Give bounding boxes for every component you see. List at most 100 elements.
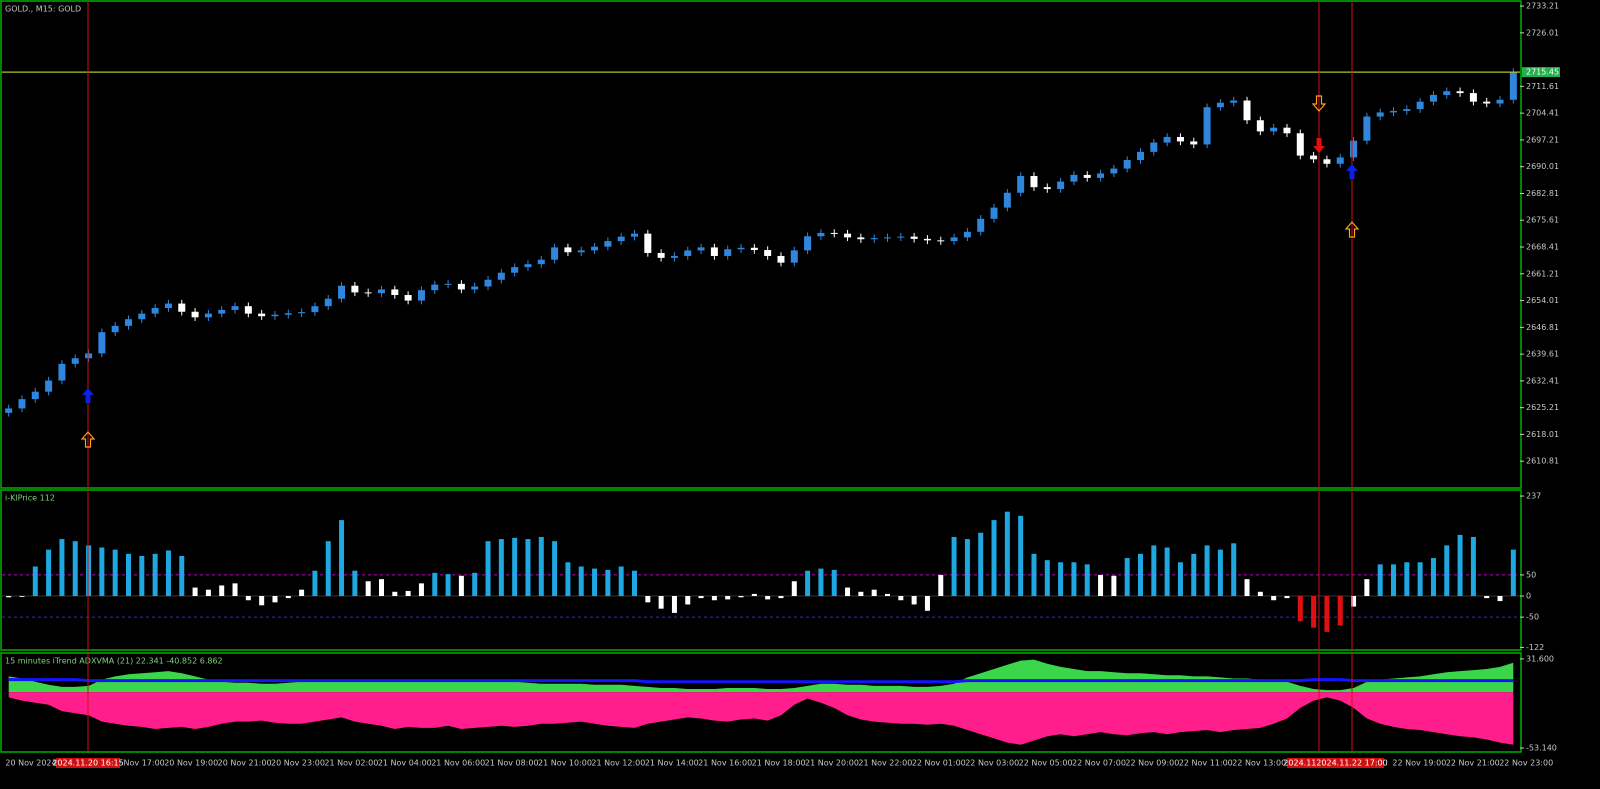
y-tick-label: 2661.21 (1526, 269, 1559, 278)
histogram-bar (1364, 579, 1370, 597)
x-tick-label: 20 Nov 19:00 (164, 759, 218, 768)
x-tick-label: 21 Nov 02:00 (324, 759, 378, 768)
candle-body (1483, 101, 1491, 104)
candle-body (71, 358, 79, 364)
candle-body (1243, 100, 1251, 121)
candle-body (897, 236, 905, 238)
histogram-bar (392, 591, 398, 597)
candle-body (937, 240, 945, 242)
histogram-bar (1244, 579, 1250, 597)
candle-body (1310, 155, 1318, 160)
histogram-bar (552, 541, 558, 597)
candle-body (950, 237, 958, 242)
histogram-bar (845, 587, 851, 597)
histogram-bar (498, 539, 504, 597)
area-series (8, 692, 1514, 745)
marker-label-box (1287, 758, 1351, 768)
candle-body (511, 267, 519, 273)
x-tick-label: 22 Nov 07:00 (1072, 759, 1126, 768)
histogram-bar (538, 536, 544, 597)
candle-body (764, 250, 772, 256)
x-tick-label: 22 Nov 09:00 (1125, 759, 1179, 768)
histogram-bar (898, 596, 904, 601)
candle-body (884, 237, 891, 239)
histogram-bar (86, 545, 92, 597)
histogram-bar (1430, 558, 1436, 597)
candle-body (178, 303, 186, 312)
candle-body (1123, 160, 1131, 169)
candle-body (604, 241, 612, 247)
histogram-bar (938, 574, 944, 597)
histogram-bar (472, 572, 478, 597)
histogram-bar (698, 596, 704, 599)
candle-body (125, 319, 132, 326)
candle-body (31, 391, 39, 400)
x-tick-label: 22 Nov 03:00 (965, 759, 1019, 768)
candle-body (164, 303, 172, 309)
candle-body (1057, 181, 1065, 190)
y-tick-label: 2682.81 (1526, 189, 1559, 198)
histogram-bar (99, 547, 105, 597)
candle-body (231, 306, 239, 310)
histogram-bar (285, 596, 291, 599)
x-tick-label: 20 Nov 17:00 (111, 759, 165, 768)
x-tick-label: 22 Nov 19:00 (1392, 759, 1446, 768)
histogram-bar (59, 539, 65, 597)
candle-body (1363, 116, 1371, 141)
candle-body (364, 292, 372, 294)
x-tick-label: 22 Nov 05:00 (1019, 759, 1073, 768)
panel-title: GOLD., M15: GOLD (5, 5, 81, 14)
candle-body (444, 283, 452, 285)
x-tick-label: 21 Nov 04:00 (378, 759, 432, 768)
histogram-bar (1044, 560, 1050, 597)
histogram-bar (458, 575, 464, 597)
histogram-bar (951, 536, 957, 597)
candle-body (551, 247, 559, 260)
x-tick-label: 21 Nov 14:00 (645, 759, 699, 768)
area-series (8, 659, 1514, 693)
histogram-bar (765, 596, 771, 600)
candle-body (870, 238, 878, 240)
histogram-bar (1151, 545, 1157, 597)
candle-body (1429, 94, 1437, 102)
histogram-bar (1337, 596, 1343, 626)
histogram-bar (219, 585, 225, 597)
candle-body (644, 233, 652, 253)
signal-arrow (80, 431, 96, 448)
candle-body (497, 272, 505, 280)
candle-body (351, 285, 359, 293)
candle-body (963, 231, 971, 238)
histogram-bar (165, 550, 171, 597)
candle-body (923, 238, 931, 241)
histogram-bar (205, 589, 211, 597)
histogram-bar (1497, 596, 1503, 602)
candle-body (338, 285, 346, 299)
histogram-bar (778, 596, 784, 599)
x-tick-label: 21 Nov 06:00 (431, 759, 485, 768)
x-tick-label: 22 Nov 11:00 (1179, 759, 1233, 768)
x-tick-label: 21 Nov 16:00 (698, 759, 752, 768)
marker-label: 2024.11.22 14:30 (1283, 759, 1354, 768)
histogram-bar (525, 539, 531, 597)
y-tick-label: 2618.01 (1526, 430, 1559, 439)
candle-body (977, 218, 985, 232)
histogram-bar (645, 596, 651, 603)
candle-body (804, 236, 812, 251)
histogram-bar (1457, 534, 1463, 597)
candle-body (1496, 99, 1504, 104)
histogram-bar (1311, 596, 1317, 628)
histogram-bar (6, 596, 12, 598)
histogram-bar (1231, 543, 1237, 597)
histogram-bar (19, 596, 25, 597)
y-tick-label: 2610.81 (1526, 457, 1559, 466)
candle-body (777, 255, 785, 263)
histogram-bar (512, 537, 518, 597)
candle-body (1350, 140, 1358, 158)
candle-body (790, 250, 798, 263)
candle-body (1469, 93, 1477, 102)
histogram-bar (1031, 553, 1037, 597)
candle-body (1176, 136, 1184, 142)
histogram-bar (1284, 596, 1290, 599)
histogram-bar (991, 520, 997, 597)
candle-body (1030, 176, 1038, 188)
